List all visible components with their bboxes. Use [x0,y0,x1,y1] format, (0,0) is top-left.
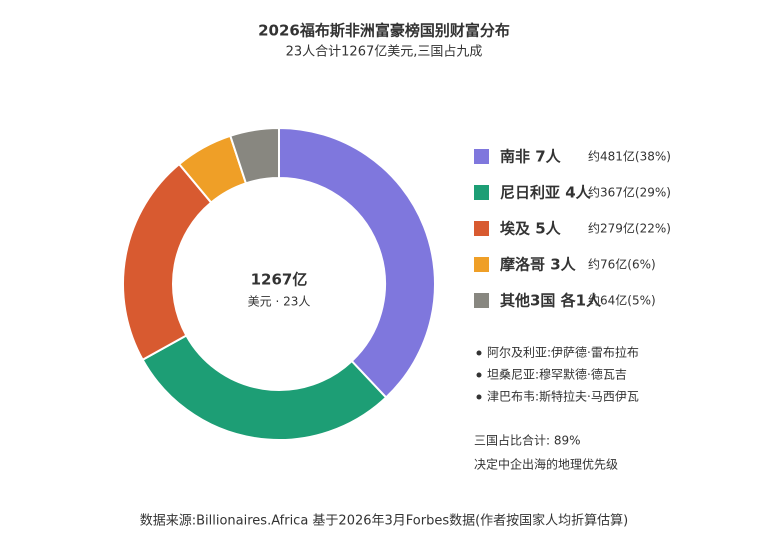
legend-swatch [474,185,489,200]
value-label: 约64亿(5%) [588,293,656,308]
legend-label: 其他3国 各1人 [500,292,602,310]
source: 数据来源:Billionaires.Africa 基于2026年3月Forbes… [140,513,629,529]
legend-swatch [474,257,489,272]
value-label: 约367亿(29%) [588,185,671,200]
legend-swatch [474,293,489,308]
legend-swatch [474,221,489,236]
note: 阿尔及利亚:伊萨德·雷布拉布 [487,345,639,360]
legend-label: 尼日利亚 4人 [500,184,592,202]
chart-title: 2026福布斯非洲富豪榜国别财富分布 [258,22,510,40]
summary: 三国占比合计: 89% [474,433,581,448]
donut-segment [122,162,213,362]
bullet [476,372,482,378]
legend-swatch [474,149,489,164]
legend-label: 南非 7人 [500,148,562,166]
chart-subtitle: 23人合计1267亿美元,三国占九成 [286,45,483,60]
note: 津巴布韦:斯特拉夫·马西伊瓦 [487,389,639,404]
value-label: 约481亿(38%) [588,149,671,164]
donut-segment [278,126,436,399]
donut-segment [229,126,280,185]
center-sublabel: 美元 · 23人 [248,295,311,309]
center-label: 1267亿 [251,271,308,289]
bullet [476,394,482,400]
value-label: 约76亿(6%) [588,257,656,272]
note: 坦桑尼亚:穆罕默德·德瓦吉 [487,367,627,382]
summary: 决定中企出海的地理优先级 [474,457,618,472]
legend-label: 摩洛哥 3人 [500,256,577,274]
value-label: 约279亿(22%) [588,221,671,236]
donut-segment [141,334,388,441]
legend-label: 埃及 5人 [500,220,562,238]
bullet [476,350,482,356]
